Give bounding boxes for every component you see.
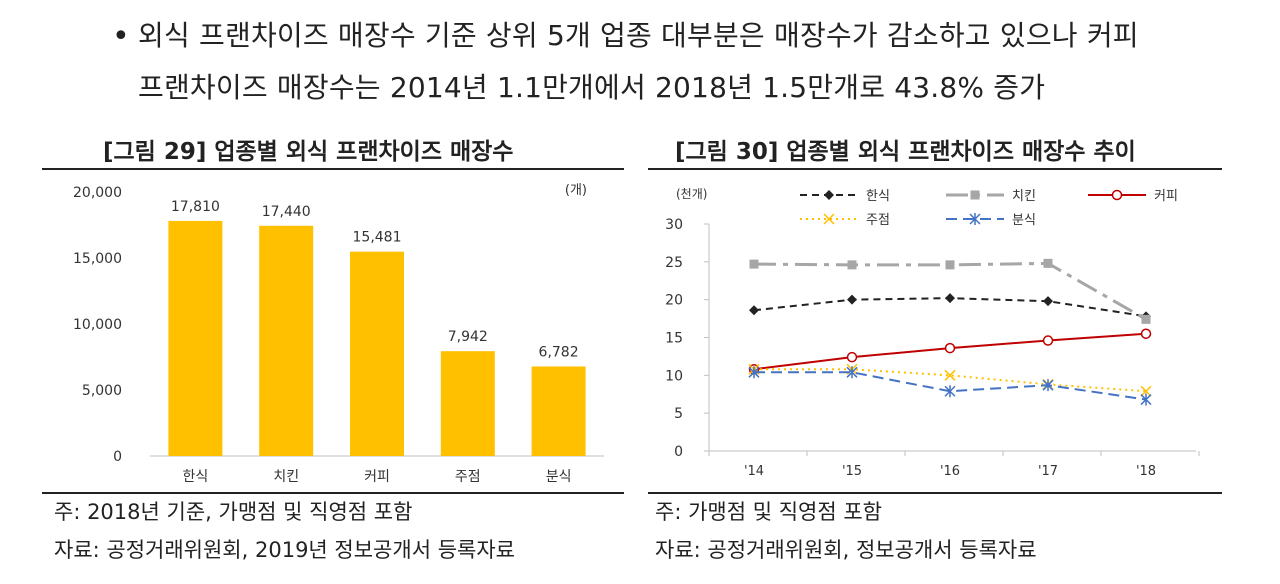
bar-분식 <box>531 366 586 456</box>
bar-value-label: 17,810 <box>171 199 220 215</box>
data-point <box>846 351 858 363</box>
bullet-mark: • <box>112 19 130 54</box>
figure-29-source: 자료: 공정거래위원회, 2019년 정보공개서 등록자료 <box>54 538 515 562</box>
series-한식 <box>749 293 1151 322</box>
figure-30-note: 주: 가맹점 및 직영점 포함 <box>655 500 882 524</box>
bar-value-label: 17,440 <box>262 204 311 220</box>
category-label: 커피 <box>364 469 390 485</box>
data-point <box>749 259 759 269</box>
figure-29-note: 주: 2018년 기준, 가맹점 및 직영점 포함 <box>54 500 413 524</box>
y-tick-label: 25 <box>665 255 683 271</box>
y-tick-label: 10,000 <box>73 317 122 333</box>
series-커피 <box>748 328 1152 375</box>
data-point <box>1042 379 1054 392</box>
x-tick-label: '15 <box>842 464 862 479</box>
legend-label: 분식 <box>1012 213 1036 228</box>
y-tick-label: 15,000 <box>73 251 122 267</box>
data-point <box>1141 314 1151 324</box>
figure-29-frame: 0 5,000 10,000 15,000 20,000 (개) 17,810 한식 17,44… <box>42 168 624 494</box>
x-tick-label: '17 <box>1038 464 1058 479</box>
series-분식 <box>748 366 1152 406</box>
data-point <box>847 260 857 270</box>
category-label: 치킨 <box>273 469 299 485</box>
legend-label: 주점 <box>866 213 890 228</box>
data-point <box>944 385 956 398</box>
y-tick-label: 30 <box>665 217 683 233</box>
category-label: 분식 <box>546 469 572 485</box>
data-point <box>945 293 955 304</box>
y-tick-label: 0 <box>674 444 683 460</box>
legend-marker <box>970 190 980 200</box>
data-point <box>945 260 955 270</box>
bar-chart: 0 5,000 10,000 15,000 20,000 (개) 17,810 한식 17,44… <box>73 183 604 485</box>
data-point <box>944 342 956 354</box>
x-tick-label: '16 <box>940 464 960 479</box>
legend-marker <box>969 213 981 225</box>
data-point <box>846 366 858 379</box>
x-tick-label: '14 <box>744 464 764 479</box>
data-point <box>1140 393 1152 406</box>
unit-label: (개) <box>565 183 587 198</box>
legend-item-커피: 커피 <box>1088 189 1178 204</box>
data-point <box>1043 296 1053 307</box>
legend-label: 치킨 <box>1012 189 1036 204</box>
y-tick-label: 20,000 <box>73 185 122 201</box>
data-point <box>749 305 759 316</box>
bar-value-label: 7,942 <box>448 329 488 345</box>
unit-label: (천개) <box>676 186 707 201</box>
bar-value-label: 6,782 <box>539 344 579 360</box>
figure-30-source: 자료: 공정거래위원회, 정보공개서 등록자료 <box>655 538 1037 562</box>
legend-item-한식: 한식 <box>800 189 890 204</box>
legend-label: 커피 <box>1154 189 1178 204</box>
data-point <box>1042 335 1054 346</box>
legend-marker <box>823 213 835 225</box>
bar-커피 <box>350 251 404 456</box>
data-point <box>1140 328 1152 339</box>
legend-item-치킨: 치킨 <box>946 189 1036 204</box>
series-line <box>753 261 1147 321</box>
data-point <box>847 294 857 305</box>
series-치킨 <box>749 258 1151 324</box>
legend-item-주점: 주점 <box>800 213 890 228</box>
data-point <box>748 366 760 379</box>
legend-item-분식: 분식 <box>946 213 1036 228</box>
data-point <box>944 369 956 381</box>
bar-치킨 <box>259 225 314 456</box>
legend-marker <box>1111 189 1123 201</box>
y-tick-label: 15 <box>665 331 683 347</box>
summary-line-2: 프랜차이즈 매장수는 2014년 1.1만개에서 2018년 1.5만개로 43… <box>138 71 1046 104</box>
y-tick-label: 5 <box>674 406 683 422</box>
legend-marker <box>824 190 834 200</box>
bar-한식 <box>168 220 223 456</box>
summary-line-1: 외식 프랜차이즈 매장수 기준 상위 5개 업종 대부분은 매장수가 감소하고 … <box>138 19 1139 52</box>
y-tick-label: 10 <box>665 368 683 384</box>
data-point <box>1043 258 1053 268</box>
data-point <box>1140 385 1152 397</box>
y-tick-label: 20 <box>665 293 683 309</box>
category-label: 한식 <box>183 469 209 485</box>
category-label: 주점 <box>455 469 481 485</box>
y-tick-label: 5,000 <box>82 383 122 399</box>
legend-label: 한식 <box>866 189 890 204</box>
figure-30-title: [그림 30] 업종별 외식 프랜차이즈 매장수 추이 <box>675 139 1136 165</box>
bar-주점 <box>440 351 495 456</box>
x-tick-label: '18 <box>1136 464 1156 479</box>
bar-value-label: 15,481 <box>353 230 402 246</box>
figure-29-title: [그림 29] 업종별 외식 프랜차이즈 매장수 <box>103 139 514 165</box>
y-tick-label: 0 <box>113 449 122 465</box>
